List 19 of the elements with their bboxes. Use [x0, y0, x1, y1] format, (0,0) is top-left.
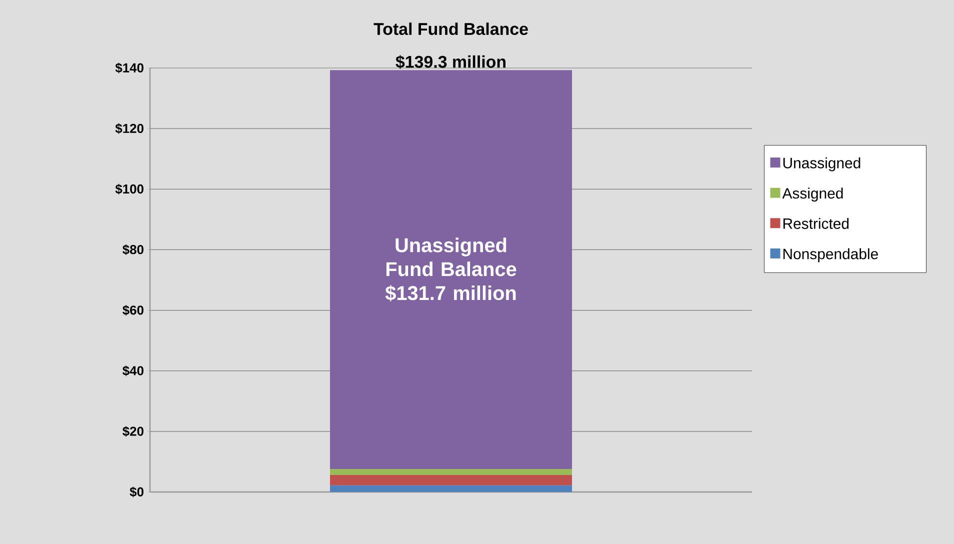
y-tick-label: $120 [115, 123, 144, 134]
y-tick-label: $60 [122, 305, 144, 316]
bar [330, 468, 572, 476]
bar [330, 485, 572, 492]
legend-label: Nonspendable [783, 248, 878, 262]
chart-title: Total Fund Balance [374, 22, 528, 36]
total-label: $139.3 million [396, 55, 506, 69]
y-tick-label: $140 [115, 62, 144, 74]
y-tick-label: $80 [122, 244, 144, 256]
y-tick-label: $40 [122, 366, 144, 376]
bar [330, 70, 572, 469]
data-label: Unassigned Fund Balance $131.7 million [385, 238, 516, 302]
legend-label: Assigned [782, 188, 843, 202]
bar [330, 475, 572, 486]
y-tick-label: $100 [115, 184, 144, 194]
y-tick-label: $20 [122, 426, 144, 437]
y-tick-label: $0 [130, 486, 144, 498]
legend-label: Restricted [783, 218, 849, 229]
legend-label: Unassigned [783, 157, 860, 172]
